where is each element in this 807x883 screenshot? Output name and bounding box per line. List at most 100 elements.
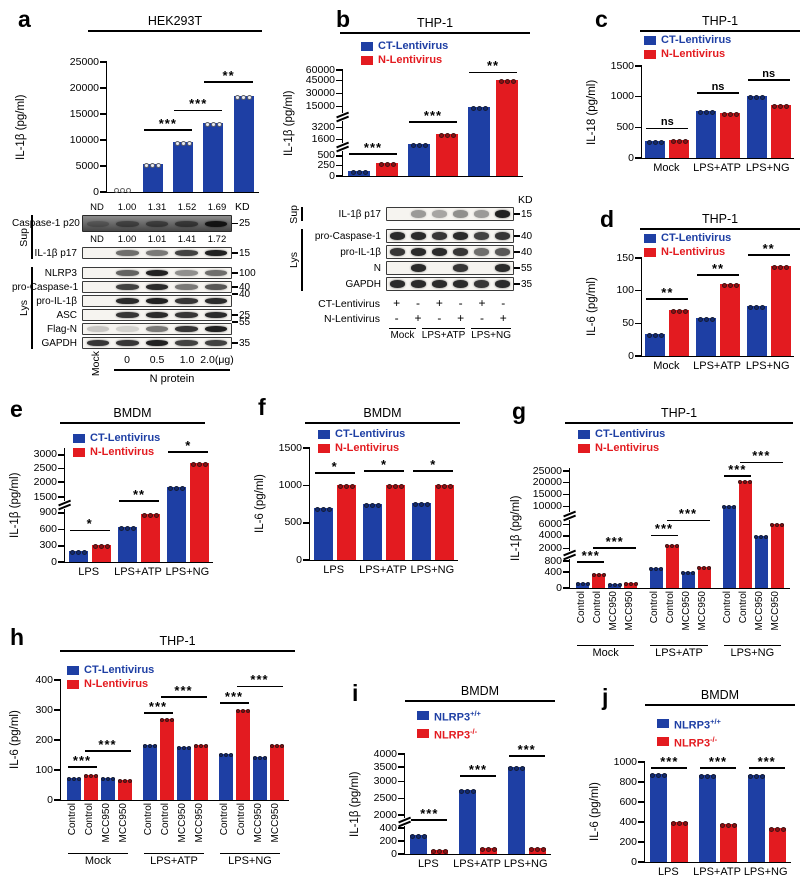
- data-points: [606, 583, 623, 588]
- panel-letter: i: [352, 680, 359, 706]
- legend-item: CT-Lentivirus: [318, 428, 405, 440]
- data-point: [370, 503, 375, 508]
- legend-swatch: [644, 49, 656, 59]
- plus-minus-value: +: [414, 311, 422, 325]
- blot-label: IL-1β p17: [338, 208, 381, 220]
- legend-label: NLRP3+/+: [674, 717, 721, 732]
- blot-band: [204, 298, 228, 304]
- data-point: [422, 143, 428, 149]
- panel-header: THP-1: [60, 634, 295, 652]
- data-point: [540, 847, 546, 852]
- blot-band: [431, 248, 448, 256]
- size-marker: 35: [514, 279, 540, 290]
- data-point: [733, 112, 739, 118]
- data-point: [470, 105, 476, 111]
- data-point: [203, 461, 209, 467]
- blot-box: [82, 215, 232, 232]
- data-point: [646, 139, 652, 145]
- bar: [336, 485, 356, 560]
- bar-sublabel: Control: [722, 591, 734, 624]
- marker-dash: [514, 267, 520, 269]
- bar-sublabel: Control: [235, 803, 247, 836]
- data-points: [361, 503, 384, 508]
- data-point: [513, 766, 519, 771]
- y-tick-label: 1000: [278, 478, 302, 491]
- lentivirus-row: N-Lentivirus - + - + - +: [282, 312, 540, 325]
- y-tick: [336, 155, 343, 157]
- legend: CT-Lentivirus N-Lentivirus: [361, 40, 448, 66]
- data-point: [169, 718, 174, 722]
- data-point: [705, 773, 710, 779]
- section-bracket: Sup: [288, 205, 303, 223]
- bar-sublabel: Control: [575, 591, 587, 624]
- data-point: [784, 104, 790, 110]
- legend-item: NLRP3+/+: [417, 708, 481, 724]
- data-point: [623, 581, 628, 586]
- data-point: [125, 525, 130, 531]
- plus-minus-values: - + - + - +: [386, 312, 514, 325]
- blot-band: [494, 248, 511, 256]
- panel-letter: j: [602, 684, 609, 710]
- data-point: [92, 543, 98, 549]
- data-point: [448, 484, 454, 490]
- legend-item: NLRP3+/+: [657, 716, 721, 732]
- bar: [159, 719, 174, 800]
- fold-value: 1.69: [207, 201, 227, 213]
- data-points: [574, 581, 591, 586]
- legend-swatch: [361, 41, 373, 51]
- data-point: [652, 139, 658, 145]
- data-points: [165, 485, 188, 491]
- bar: [118, 526, 137, 562]
- fold-value: 1.01: [147, 234, 167, 245]
- x-category-label: LPS+NG: [745, 360, 790, 372]
- significance-line: [413, 469, 454, 472]
- bar: [68, 551, 88, 562]
- data-point: [204, 122, 210, 128]
- plot-area: 0 500 1000 1500 * * * CT-Lentivirus N-Lentivirus: [279, 428, 458, 565]
- y-tick-label: 0: [628, 349, 634, 362]
- data-points: [718, 823, 739, 828]
- bar: [770, 524, 784, 588]
- bar-chart: IL-1β (pg/ml) 0 200 400 2000 2500 3000 3500 4000…: [348, 709, 560, 870]
- bar: [697, 567, 711, 588]
- data-point: [476, 105, 482, 111]
- panel-title: HEK293T: [147, 14, 203, 28]
- title-underline: [60, 422, 205, 424]
- y-tick: [336, 79, 343, 82]
- blot-band: [175, 270, 198, 276]
- data-points: [478, 847, 499, 852]
- legend-label: CT-Lentivirus: [595, 428, 666, 440]
- bar: [176, 746, 191, 800]
- blot-band: [116, 270, 139, 276]
- bar: [141, 513, 160, 562]
- data-point: [670, 544, 674, 549]
- section-label: Lys: [288, 252, 300, 268]
- data-point: [262, 756, 267, 761]
- data-point: [482, 105, 488, 111]
- data-points: [664, 544, 681, 549]
- legend-item: NLRP3-/-: [657, 734, 721, 750]
- data-point: [778, 264, 784, 270]
- data-point: [180, 485, 186, 491]
- dose-label: 0.5: [149, 354, 165, 366]
- blot-band: [116, 250, 139, 256]
- blot-band: [145, 250, 169, 256]
- y-tick: [635, 257, 642, 259]
- legend: NLRP3+/+ NLRP3-/-: [417, 708, 481, 741]
- plus-minus-value: +: [478, 296, 486, 310]
- legend-swatch: [578, 443, 590, 453]
- bar: [649, 568, 663, 588]
- legend-item: CT-Lentivirus: [644, 232, 731, 244]
- data-point: [703, 316, 709, 322]
- data-point: [413, 502, 419, 508]
- y-tick-label: 200: [379, 834, 397, 847]
- significance-line: [508, 755, 545, 757]
- bar-sublabel: MCC950: [252, 803, 264, 843]
- bar: [768, 828, 786, 862]
- size-marker: 40: [514, 247, 540, 258]
- blot-band: [86, 220, 110, 227]
- data-point: [191, 461, 197, 467]
- panel-title: BMDM: [700, 688, 740, 702]
- data-points: [767, 827, 788, 832]
- y-tick: [563, 547, 570, 550]
